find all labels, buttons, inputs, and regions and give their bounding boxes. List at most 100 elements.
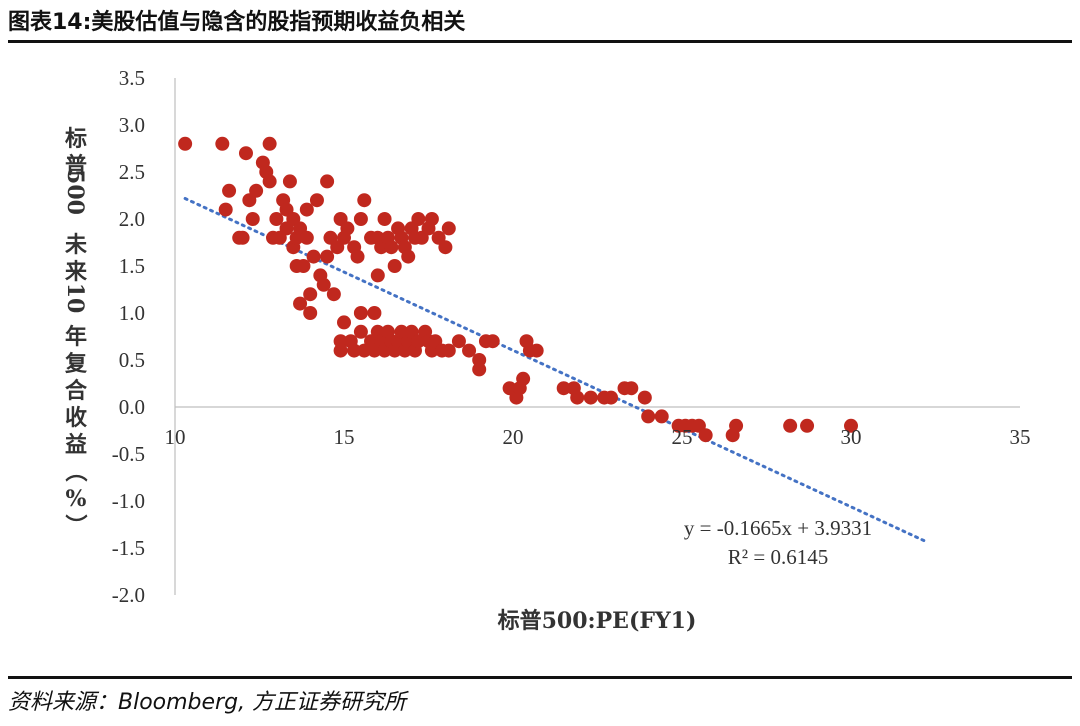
- y-tick-label: -0.5: [112, 442, 145, 466]
- y-label-char: 收: [65, 405, 87, 431]
- y-tick-label: 0.5: [119, 348, 145, 372]
- data-point: [353, 212, 368, 226]
- y-label-char: %: [66, 486, 87, 512]
- data-point: [269, 212, 284, 226]
- page-title: 图表14:美股估值与隐含的股指预期收益负相关: [8, 10, 466, 35]
- y-tick-label: 1.5: [119, 254, 145, 278]
- data-point: [296, 259, 311, 273]
- y-label-char: 合: [65, 378, 88, 404]
- data-point: [303, 287, 318, 302]
- data-point: [333, 343, 348, 358]
- data-point: [249, 183, 264, 198]
- data-point: [800, 418, 815, 433]
- data-point: [347, 343, 362, 358]
- y-label-char: 益: [65, 432, 87, 458]
- data-point: [556, 381, 571, 396]
- data-point: [337, 315, 351, 330]
- data-point: [384, 240, 399, 255]
- data-point: [316, 277, 331, 292]
- data-point: [387, 259, 402, 273]
- data-point: [485, 334, 500, 349]
- scatter-chart: 3.5 3.0 2.5 2.0 1.5 1.0 0.5 0.0 -0.5 -1.0 -1.5 -2.0…: [62, 66, 1031, 634]
- data-point: [654, 409, 669, 424]
- data-point: [222, 183, 237, 198]
- data-point: [441, 343, 456, 358]
- data-point: [844, 418, 858, 433]
- data-points: [178, 136, 858, 443]
- y-label-char: 年: [65, 324, 87, 350]
- data-point: [353, 306, 368, 320]
- data-point: [309, 193, 324, 208]
- data-point: [411, 212, 426, 226]
- data-point: [583, 390, 598, 405]
- data-point: [262, 174, 277, 189]
- data-point: [462, 343, 477, 358]
- data-point: [326, 287, 341, 302]
- y-label-char: ）: [62, 514, 88, 536]
- y-label-char: 复: [64, 351, 88, 377]
- data-point: [178, 136, 193, 151]
- data-point: [377, 212, 392, 226]
- y-tick-label: 2.0: [119, 207, 145, 231]
- source-note: 资料来源：Bloomberg, 方正证券研究所: [8, 690, 407, 715]
- data-point: [350, 249, 365, 264]
- y-label-char: 标: [65, 126, 87, 152]
- y-label-char: 来: [64, 259, 88, 285]
- data-point: [641, 409, 656, 424]
- data-point: [235, 230, 250, 245]
- data-point: [320, 174, 335, 189]
- y-label-char: 500: [62, 169, 88, 215]
- y-tick-label: 3.5: [119, 66, 145, 90]
- data-point: [320, 249, 335, 264]
- data-point: [299, 230, 314, 245]
- y-label-char: 普: [65, 153, 87, 179]
- data-point: [367, 306, 382, 320]
- y-tick-label: -2.0: [112, 583, 145, 607]
- y-tick-label: 2.5: [119, 160, 145, 184]
- data-point: [424, 212, 439, 226]
- x-tick-label: 30: [841, 425, 862, 449]
- data-point: [783, 418, 798, 433]
- data-point: [604, 390, 619, 405]
- data-point: [353, 324, 368, 339]
- x-tick-label: 35: [1010, 425, 1031, 449]
- data-point: [451, 334, 466, 349]
- data-point: [570, 390, 585, 405]
- y-tick-label: 1.0: [119, 301, 145, 325]
- data-point: [637, 390, 652, 405]
- y-tick-label: 3.0: [119, 113, 145, 137]
- data-point: [238, 146, 253, 161]
- trend-equation: y = -0.1665x + 3.9331: [684, 516, 872, 540]
- data-point: [293, 296, 308, 311]
- data-point: [441, 221, 456, 236]
- data-point: [218, 202, 233, 217]
- data-point: [624, 381, 639, 396]
- data-point: [516, 371, 531, 386]
- data-point: [370, 268, 385, 283]
- data-point: [306, 249, 321, 264]
- r-squared: R² = 0.6145: [728, 545, 828, 569]
- data-point: [401, 249, 416, 264]
- y-label-char: 未: [65, 232, 87, 258]
- data-point: [438, 240, 453, 255]
- tick-labels: 3.5 3.0 2.5 2.0 1.5 1.0 0.5 0.0 -0.5 -1.0 -1.5 -2.0…: [112, 66, 1031, 607]
- y-tick-label: 0.0: [119, 395, 145, 419]
- x-tick-label: 15: [334, 425, 355, 449]
- data-point: [262, 136, 277, 151]
- data-point: [472, 362, 487, 377]
- x-tick-label: 20: [503, 425, 524, 449]
- x-tick-label: 25: [672, 425, 693, 449]
- data-point: [529, 343, 544, 358]
- source-rule: [8, 676, 1072, 679]
- data-point: [215, 136, 230, 151]
- title-rule: [8, 40, 1072, 43]
- chart-axes: [174, 78, 1020, 595]
- x-axis-label: 标普500:PE(FY1): [498, 608, 697, 634]
- y-label-char: 10: [62, 283, 88, 314]
- y-tick-label: -1.5: [112, 536, 145, 560]
- data-point: [282, 174, 297, 189]
- data-point: [303, 306, 318, 320]
- x-tick-label: 10: [165, 425, 186, 449]
- data-point: [299, 202, 314, 217]
